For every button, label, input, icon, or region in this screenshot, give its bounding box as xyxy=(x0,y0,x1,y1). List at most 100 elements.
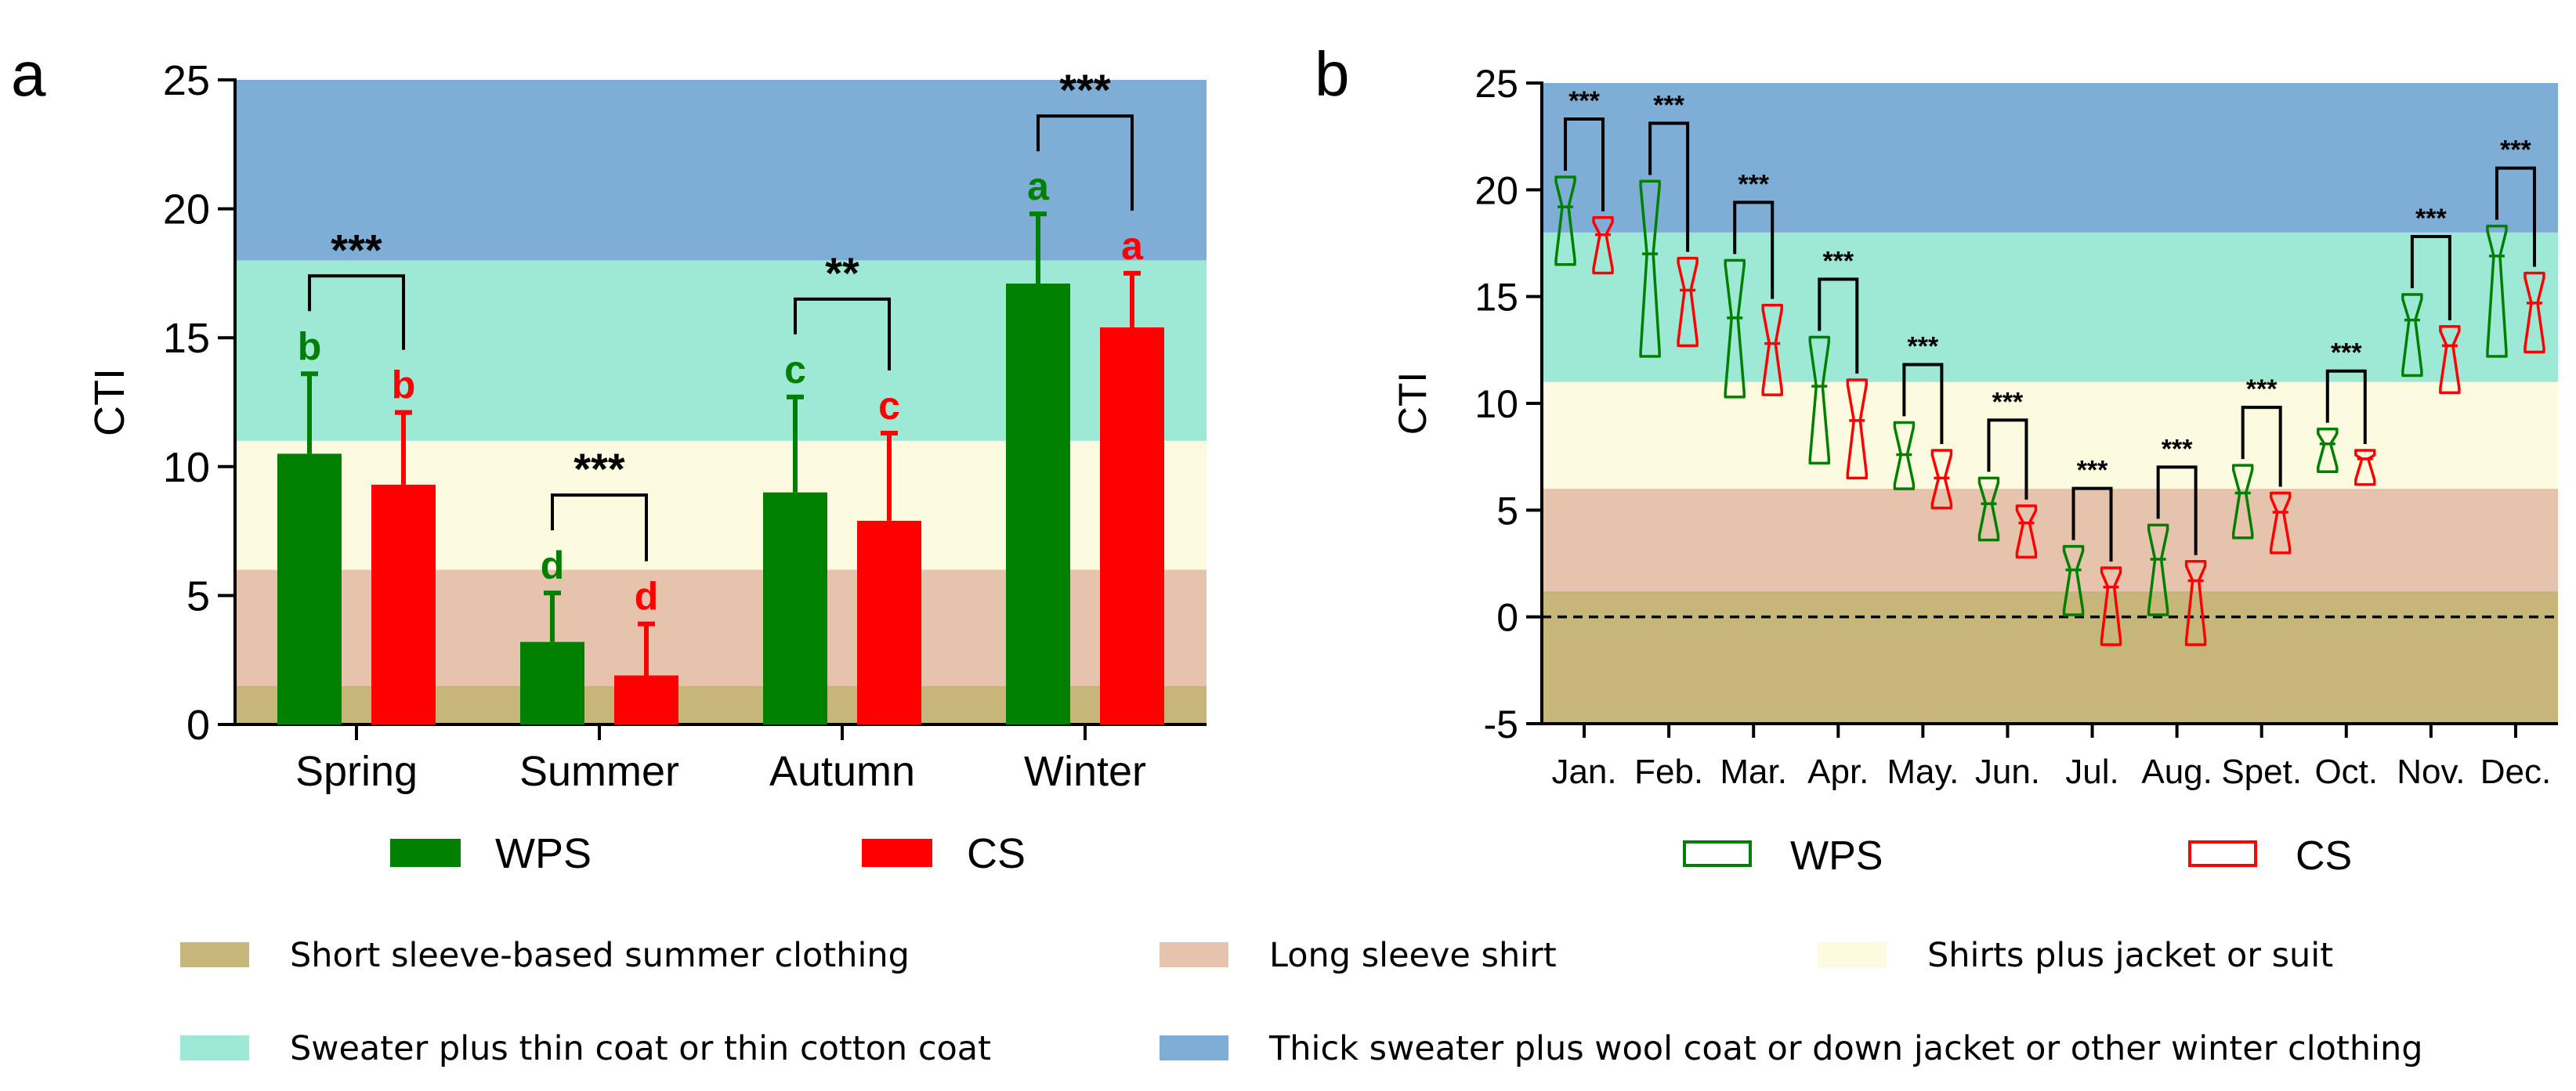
significance-stars: *** xyxy=(1992,387,2024,417)
significance-bracket xyxy=(308,274,405,350)
x-tick-label: Nov. xyxy=(2397,753,2465,791)
legend-swatch-cs xyxy=(862,839,932,867)
violin-wps xyxy=(2401,293,2423,378)
x-tick-label: Aug. xyxy=(2141,753,2212,791)
panel-b-violin-chart: -5 0 5 10 15 20 25 CTI Jan. *** Feb. *** Mar. *** Apr.… xyxy=(1391,62,2558,879)
significance-stars: ** xyxy=(825,248,859,298)
significance-stars: *** xyxy=(331,225,382,274)
violin-wps xyxy=(1724,258,1746,399)
band-legend-label-summer: Short sleeve-based summer clothing xyxy=(290,936,910,975)
violin-cs xyxy=(2015,504,2038,559)
significance-stars: *** xyxy=(2162,434,2193,464)
significance-bracket xyxy=(2156,465,2198,555)
significance-stars: *** xyxy=(1822,246,1854,276)
violin-cs xyxy=(1761,303,1783,396)
significance-letter-cs: a xyxy=(1121,224,1144,268)
violin-wps xyxy=(1893,421,1916,490)
bar-cs xyxy=(1100,327,1164,724)
violin-cs xyxy=(1930,449,1953,510)
significance-stars: *** xyxy=(2246,374,2278,404)
y-axis-title: CTI xyxy=(86,368,133,436)
x-tick-label: Dec. xyxy=(2480,753,2551,791)
panel-label-a: a xyxy=(11,39,46,109)
violin-wps xyxy=(2317,427,2339,474)
significance-stars: *** xyxy=(1059,65,1111,114)
significance-bracket xyxy=(1987,418,2028,500)
x-tick-label: Jan. xyxy=(1551,753,1616,791)
legend-label-cs: CS xyxy=(967,830,1026,877)
x-tick-label: May. xyxy=(1887,753,1959,791)
band-thick_winter xyxy=(235,80,1207,261)
significance-bracket xyxy=(1818,277,1859,374)
significance-stars: *** xyxy=(1568,86,1600,116)
significance-bracket xyxy=(551,493,648,562)
significance-bracket xyxy=(1902,363,1944,444)
violin-wps xyxy=(1808,335,1831,465)
violin-wps xyxy=(2486,224,2508,358)
panel-a-bar-chart: 0 5 10 15 20 25 CTI Spring b b *** Summer d d *** Autum… xyxy=(86,57,1207,877)
y-tick-label: -5 xyxy=(1484,703,1518,746)
y-tick-label: 5 xyxy=(186,573,210,620)
y-tick-label: 10 xyxy=(1474,382,1518,426)
x-tick-label: Mar. xyxy=(1720,753,1787,791)
significance-stars: *** xyxy=(2500,135,2531,165)
x-tick-label: Winter xyxy=(1024,748,1146,795)
band-legend-swatch-sweater_thin_coat xyxy=(180,1035,249,1060)
significance-bracket xyxy=(2325,369,2367,444)
violin-cs xyxy=(2524,271,2545,354)
significance-letter-cs: b xyxy=(392,363,416,407)
y-tick-label: 0 xyxy=(186,702,210,749)
y-tick-label: 15 xyxy=(163,315,210,362)
x-tick-label: Jul. xyxy=(2065,753,2118,791)
bar-cs xyxy=(614,675,678,724)
violin-cs xyxy=(1846,378,1869,480)
violin-wps xyxy=(1639,179,1661,358)
x-tick-label: Spring xyxy=(295,748,418,795)
y-tick-label: 20 xyxy=(1474,168,1518,212)
significance-stars: *** xyxy=(1908,332,1939,362)
x-tick-label: Apr. xyxy=(1807,753,1869,791)
y-tick-label: 5 xyxy=(1496,489,1518,533)
y-tick-label: 20 xyxy=(163,186,210,233)
significance-bracket xyxy=(1733,200,1775,299)
bar-wps xyxy=(520,641,584,724)
x-tick-label: Summer xyxy=(519,748,679,795)
y-tick-label: 15 xyxy=(1474,276,1518,320)
band-long_sleeve xyxy=(1542,489,2558,591)
significance-letter-wps: d xyxy=(541,544,565,587)
significance-stars: *** xyxy=(573,444,625,493)
significance-bracket xyxy=(2495,166,2536,267)
bar-wps xyxy=(1006,284,1070,724)
band-shirt_jacket xyxy=(1542,381,2558,490)
significance-bracket xyxy=(794,297,891,371)
y-tick-label: 10 xyxy=(163,444,210,491)
significance-bracket xyxy=(2241,406,2282,487)
bar-cs xyxy=(371,484,436,724)
band-summer xyxy=(1542,591,2558,724)
significance-letter-wps: a xyxy=(1027,164,1050,208)
band-legend-swatch-summer xyxy=(180,942,249,967)
legend-label-wps: WPS xyxy=(495,830,592,877)
significance-stars: *** xyxy=(1738,169,1769,199)
significance-stars: *** xyxy=(1653,90,1684,120)
x-tick-label: Jun. xyxy=(1975,753,2040,791)
band-legend-label-sweater_thin_coat: Sweater plus thin coat or thin cotton co… xyxy=(290,1029,991,1068)
legend-label-wps: WPS xyxy=(1790,833,1883,879)
legend-swatch-wps xyxy=(1683,840,1752,867)
clothing-band-legend: Short sleeve-based summer clothing Long s… xyxy=(180,936,2423,1068)
significance-letter-wps: c xyxy=(784,348,806,392)
significance-letter-wps: b xyxy=(298,324,322,368)
band-legend-swatch-long_sleeve xyxy=(1160,942,1228,967)
x-tick-label: Spet. xyxy=(2221,753,2302,791)
significance-letter-cs: c xyxy=(878,384,900,428)
bar-wps xyxy=(277,453,342,724)
significance-letter-cs: d xyxy=(635,575,659,619)
significance-stars: *** xyxy=(2077,456,2108,486)
violin-wps xyxy=(2147,523,2169,616)
violin-wps xyxy=(1554,175,1576,266)
violin-wps xyxy=(2062,544,2085,616)
legend-swatch-wps xyxy=(390,839,461,867)
band-legend-swatch-thick_winter xyxy=(1160,1035,1228,1060)
significance-bracket xyxy=(2071,486,2113,562)
